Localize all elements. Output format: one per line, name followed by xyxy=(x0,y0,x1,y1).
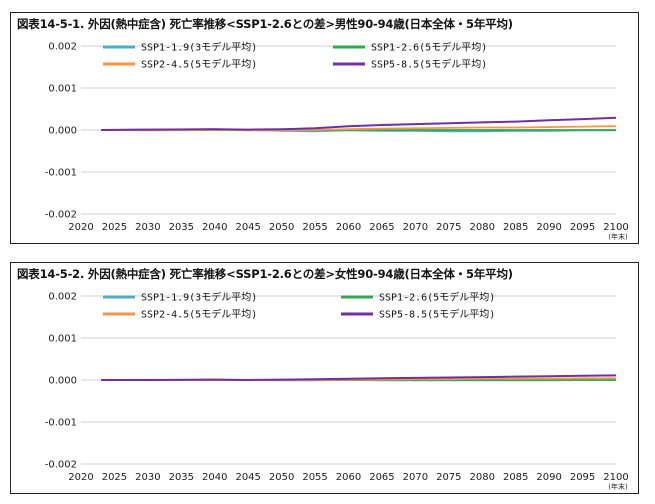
legend-label: SSP1-1.9(3モデル平均) xyxy=(141,291,257,304)
y-tick-label: -0.001 xyxy=(45,418,77,429)
legend-label: SSP5-8.5(5モデル平均) xyxy=(371,58,487,71)
x-tick-label: 2060 xyxy=(336,222,361,233)
x-tick-label: 2085 xyxy=(503,472,528,483)
x-tick-label: 2090 xyxy=(536,472,561,483)
x-tick-label: 2095 xyxy=(570,222,595,233)
y-tick-label: 0.002 xyxy=(48,42,77,53)
x-tick-label: 2085 xyxy=(503,222,528,233)
x-tick-label: 2065 xyxy=(369,472,394,483)
chart-panel-female: 図表14-5-2. 外因(熱中症含) 死亡率推移<SSP1-2.6との差>女性9… xyxy=(10,262,639,494)
x-tick-label: 2100 xyxy=(603,472,628,483)
x-tick-label: 2070 xyxy=(403,222,428,233)
x-tick-label: 2060 xyxy=(336,472,361,483)
y-tick-label: 0.002 xyxy=(48,292,77,303)
y-tick-label: 0.000 xyxy=(48,126,77,137)
x-tick-label: 2070 xyxy=(403,472,428,483)
x-tick-label: 2055 xyxy=(302,222,327,233)
legend-label: SSP1-1.9(3モデル平均) xyxy=(141,41,257,54)
x-unit-label: (年末) xyxy=(608,482,628,491)
x-tick-label: 2020 xyxy=(68,472,93,483)
legend-label: SSP1-2.6(5モデル平均) xyxy=(371,41,487,54)
x-tick-label: 2030 xyxy=(135,222,160,233)
x-tick-label: 2075 xyxy=(436,222,461,233)
x-tick-label: 2100 xyxy=(603,222,628,233)
y-tick-label: -0.002 xyxy=(45,210,77,221)
x-tick-label: 2075 xyxy=(436,472,461,483)
x-tick-label: 2045 xyxy=(235,472,260,483)
legend-label: SSP2-4.5(5モデル平均) xyxy=(141,58,257,71)
x-tick-label: 2035 xyxy=(169,222,194,233)
chart-title: 図表14-5-1. 外因(熱中症含) 死亡率推移<SSP1-2.6との差>男性9… xyxy=(17,17,513,31)
series-line-4 xyxy=(101,116,617,131)
x-tick-label: 2025 xyxy=(102,472,127,483)
x-tick-label: 2050 xyxy=(269,472,294,483)
y-tick-label: 0.001 xyxy=(48,84,77,95)
x-tick-label: 2035 xyxy=(169,472,194,483)
series-line-4 xyxy=(101,374,617,381)
x-tick-label: 2090 xyxy=(536,222,561,233)
x-tick-label: 2030 xyxy=(135,472,160,483)
x-tick-label: 2080 xyxy=(470,222,495,233)
x-tick-label: 2025 xyxy=(102,222,127,233)
y-tick-label: 0.001 xyxy=(48,334,77,345)
chart-title: 図表14-5-2. 外因(熱中症含) 死亡率推移<SSP1-2.6との差>女性9… xyxy=(17,267,513,281)
x-tick-label: 2040 xyxy=(202,222,227,233)
x-tick-label: 2055 xyxy=(302,472,327,483)
x-tick-label: 2065 xyxy=(369,222,394,233)
y-tick-label: -0.002 xyxy=(45,460,77,471)
x-tick-label: 2020 xyxy=(68,222,93,233)
x-tick-label: 2080 xyxy=(470,472,495,483)
y-tick-label: -0.001 xyxy=(45,168,77,179)
x-tick-label: 2040 xyxy=(202,472,227,483)
chart-panel-male: 図表14-5-1. 外因(熱中症含) 死亡率推移<SSP1-2.6との差>男性9… xyxy=(10,12,639,244)
legend-label: SSP1-2.6(5モデル平均) xyxy=(379,291,495,304)
x-unit-label: (年末) xyxy=(608,232,628,241)
x-tick-label: 2050 xyxy=(269,222,294,233)
legend-label: SSP2-4.5(5モデル平均) xyxy=(141,308,257,321)
x-tick-label: 2095 xyxy=(570,472,595,483)
legend-label: SSP5-8.5(5モデル平均) xyxy=(379,308,495,321)
y-tick-label: 0.000 xyxy=(48,376,77,387)
x-tick-label: 2045 xyxy=(235,222,260,233)
